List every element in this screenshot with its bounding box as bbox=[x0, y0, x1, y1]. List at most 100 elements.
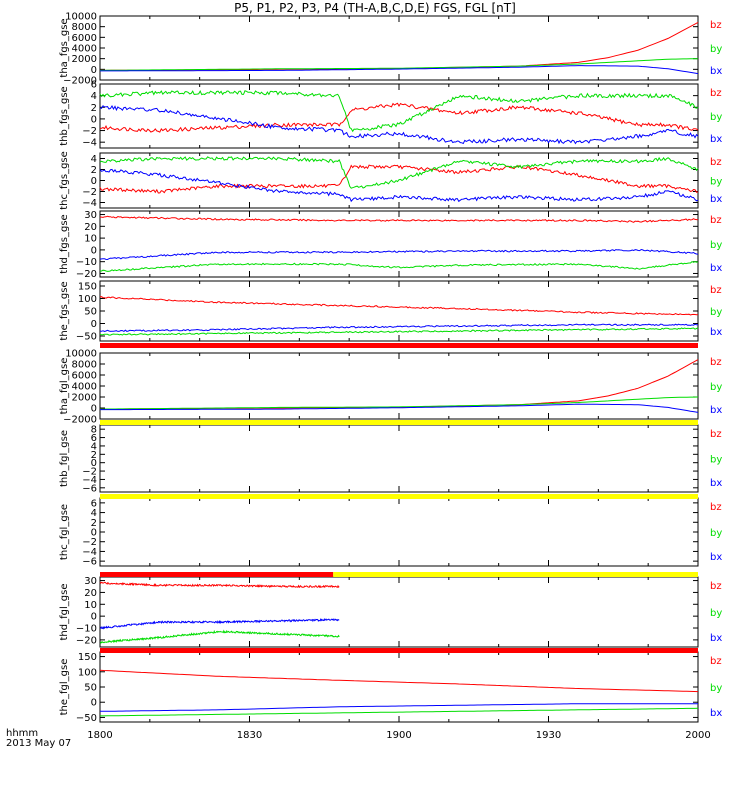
y-axis-label: thc_fgl_gse bbox=[59, 504, 70, 560]
legend-bz: bz bbox=[710, 656, 722, 667]
panel-frame bbox=[99, 651, 699, 723]
legend-bx: bx bbox=[710, 552, 722, 563]
y-tick-label: 4 bbox=[91, 91, 97, 102]
series-bz bbox=[99, 215, 699, 223]
y-tick-label: 10000 bbox=[65, 349, 97, 360]
y-tick-label: 50 bbox=[84, 683, 97, 694]
panel-frame bbox=[99, 280, 699, 342]
legend-by: by bbox=[710, 683, 722, 694]
y-tick-label: 2000 bbox=[72, 393, 97, 404]
x-tick-label: 1900 bbox=[386, 730, 411, 741]
series-bz bbox=[100, 21, 699, 71]
y-tick-label: 10 bbox=[84, 600, 97, 611]
y-tick-label: 2 bbox=[91, 165, 97, 176]
series-by bbox=[100, 58, 698, 71]
y-tick-label: −20 bbox=[76, 269, 97, 280]
x-tick-label: 1800 bbox=[87, 730, 112, 741]
legend-bx: bx bbox=[710, 134, 722, 145]
y-tick-label: 4 bbox=[91, 441, 97, 452]
y-tick-label: 6 bbox=[91, 498, 97, 509]
legend-by: by bbox=[710, 240, 722, 251]
legend-bz: bz bbox=[710, 357, 722, 368]
y-tick-label: 8000 bbox=[72, 360, 97, 371]
y-tick-label: −4 bbox=[82, 547, 97, 558]
y-tick-label: 6 bbox=[91, 433, 97, 444]
y-tick-label: −2 bbox=[82, 187, 97, 198]
y-tick-label: −2 bbox=[82, 537, 97, 548]
y-tick-label: 4 bbox=[91, 508, 97, 519]
y-tick-label: 10000 bbox=[65, 12, 97, 23]
series-bx bbox=[99, 104, 699, 145]
y-tick-label: −6 bbox=[82, 483, 97, 494]
series-by bbox=[99, 156, 699, 189]
series-by bbox=[100, 396, 699, 410]
panel-frame bbox=[99, 424, 699, 493]
legend-by: by bbox=[710, 528, 722, 539]
y-tick-label: −4 bbox=[82, 198, 97, 209]
series-by bbox=[99, 629, 340, 644]
y-tick-label: 20 bbox=[84, 222, 97, 233]
status-bar-segment bbox=[100, 572, 334, 577]
y-tick-label: 6000 bbox=[72, 371, 97, 382]
series-bx bbox=[100, 403, 699, 413]
page-title: P5, P1, P2, P3, P4 (TH-A,B,C,D,E) FGS, F… bbox=[234, 1, 516, 15]
y-tick-label: 2 bbox=[91, 518, 97, 529]
y-tick-label: 6000 bbox=[72, 33, 97, 44]
y-tick-label: 0 bbox=[91, 458, 97, 469]
legend-bx: bx bbox=[710, 405, 722, 416]
status-bar-segment bbox=[100, 343, 698, 348]
series-bz bbox=[99, 164, 699, 194]
legend-bz: bz bbox=[710, 285, 722, 296]
y-tick-label: 8000 bbox=[72, 22, 97, 33]
y-tick-label: −10 bbox=[76, 624, 97, 635]
y-tick-label: 10 bbox=[84, 234, 97, 245]
y-tick-label: 150 bbox=[78, 282, 97, 293]
y-tick-label: 30 bbox=[84, 576, 97, 587]
footer-date-label: 2013 May 07 bbox=[6, 738, 72, 749]
series-bx bbox=[100, 65, 699, 75]
y-axis-label: thd_fgs_gse bbox=[59, 214, 70, 273]
panel-frame bbox=[99, 497, 699, 567]
y-axis-label: tha_fgl_gse bbox=[59, 358, 70, 415]
y-axis-label: thb_fgl_gse bbox=[59, 430, 70, 487]
y-tick-label: 4000 bbox=[72, 44, 97, 55]
y-tick-label: 6 bbox=[91, 80, 97, 91]
legend-by: by bbox=[710, 177, 722, 188]
series-bz bbox=[99, 581, 340, 589]
y-tick-label: 2 bbox=[91, 450, 97, 461]
legend-bx: bx bbox=[710, 194, 722, 205]
legend-by: by bbox=[710, 44, 722, 55]
y-tick-label: 2 bbox=[91, 103, 97, 114]
y-tick-label: 0 bbox=[91, 612, 97, 623]
y-tick-label: 100 bbox=[78, 667, 97, 678]
legend-bx: bx bbox=[710, 633, 722, 644]
y-tick-label: 2000 bbox=[72, 54, 97, 65]
y-axis-label: thb_fgs_gse bbox=[59, 86, 70, 145]
series-by bbox=[100, 707, 699, 717]
x-tick-label: 1830 bbox=[237, 730, 262, 741]
legend-bx: bx bbox=[710, 708, 722, 719]
x-tick-label: 1930 bbox=[536, 730, 561, 741]
y-tick-label: 150 bbox=[78, 652, 97, 663]
y-tick-label: −2000 bbox=[63, 415, 97, 426]
y-axis-label: the_fgs_gse bbox=[59, 281, 70, 340]
y-tick-label: 4000 bbox=[72, 382, 97, 393]
y-tick-label: 0 bbox=[91, 698, 97, 709]
series-bx bbox=[99, 168, 699, 203]
legend-bx: bx bbox=[710, 327, 722, 338]
y-tick-label: 0 bbox=[91, 176, 97, 187]
x-tick-label: 2000 bbox=[685, 730, 710, 741]
y-axis-label: thd_fgl_gse bbox=[59, 584, 70, 641]
legend-by: by bbox=[710, 307, 722, 318]
y-tick-label: −2 bbox=[82, 467, 97, 478]
y-tick-label: 8 bbox=[91, 425, 97, 436]
y-tick-label: −2000 bbox=[63, 76, 97, 87]
y-tick-label: 0 bbox=[91, 114, 97, 125]
